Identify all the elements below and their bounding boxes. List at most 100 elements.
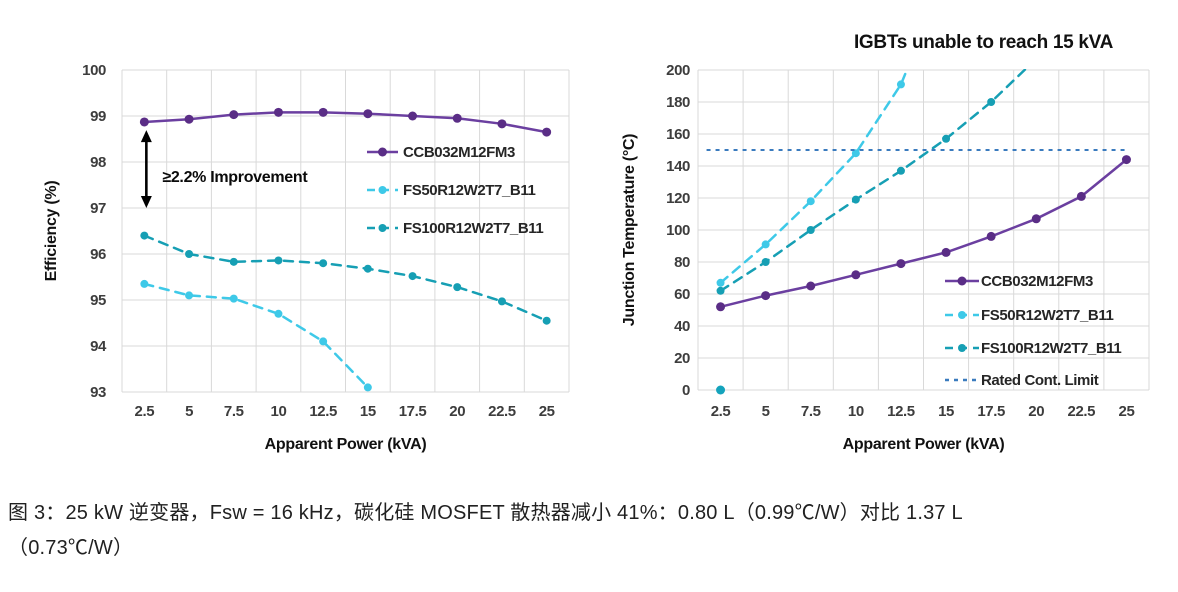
data-point <box>229 110 239 120</box>
junction-temperature-chart: 0 20 40 60 80 100 120 140 160 180 200 2.5 5 7.5 10 12.5… <box>621 32 1150 453</box>
data-point <box>1077 191 1087 201</box>
svg-text:5: 5 <box>762 403 770 420</box>
svg-text:0: 0 <box>683 382 691 399</box>
svg-text:12.5: 12.5 <box>309 403 337 420</box>
legend: CCB032M12FM3 FS50R12W2T7_B11 FS100R12W2T7_… <box>367 144 544 237</box>
svg-text:10: 10 <box>848 403 864 420</box>
legend: CCB032M12FM3 FS50R12W2T7_B11 FS100R12W2T7_… <box>945 273 1122 389</box>
annotation-label: ≥2.2% Improvement <box>162 169 308 186</box>
data-point <box>761 291 771 301</box>
svg-text:96: 96 <box>90 246 106 263</box>
svg-text:20: 20 <box>675 350 691 367</box>
efficiency-chart: 93 94 95 96 97 98 99 100 2.5 5 7.5 10 12.5 15 17.5 20 22… <box>43 62 570 453</box>
svg-text:99: 99 <box>90 108 106 125</box>
data-point <box>140 279 149 288</box>
figure-caption: 图 3：25 kW 逆变器，Fsw = 16 kHz，碳化硅 MOSFET 散热… <box>8 496 1178 566</box>
svg-text:100: 100 <box>667 222 691 239</box>
svg-text:100: 100 <box>82 62 106 79</box>
legend-item: CCB032M12FM3 <box>945 273 1094 290</box>
data-point <box>1032 214 1042 224</box>
legend-label: FS100R12W2T7_B11 <box>981 340 1121 357</box>
data-point <box>897 166 906 175</box>
data-point <box>896 259 906 269</box>
x-axis-label: Apparent Power (kVA) <box>843 436 1005 453</box>
data-point <box>139 117 149 127</box>
data-point <box>942 247 952 257</box>
y-axis-label: Junction Temperature (°C) <box>621 134 638 326</box>
chart-title: IGBTs unable to reach 15 kVA <box>854 32 1114 53</box>
svg-text:20: 20 <box>449 403 465 420</box>
svg-text:80: 80 <box>675 254 691 271</box>
legend-label: FS50R12W2T7_B11 <box>403 182 535 199</box>
svg-text:5: 5 <box>185 403 193 420</box>
grid <box>697 69 1150 391</box>
data-point <box>273 107 283 117</box>
svg-text:17.5: 17.5 <box>399 403 427 420</box>
svg-text:120: 120 <box>667 190 691 207</box>
y-axis-label: Efficiency (%) <box>43 181 60 282</box>
series-group <box>139 107 552 392</box>
data-point <box>140 231 149 240</box>
legend-label: FS100R12W2T7_B11 <box>403 220 543 237</box>
data-point <box>987 231 997 241</box>
legend-item: FS100R12W2T7_B11 <box>945 340 1122 357</box>
data-point <box>542 316 551 325</box>
data-point <box>453 283 462 292</box>
series-line-FS50R12W2T7_B11 <box>719 69 910 285</box>
caption-line: （0.73℃/W） <box>8 537 134 559</box>
x-axis-ticks: 2.5 5 7.5 10 12.5 15 17.5 20 22.5 25 <box>135 403 556 420</box>
data-point <box>497 119 507 129</box>
data-point <box>717 286 726 295</box>
data-point <box>319 259 328 268</box>
data-point <box>185 291 194 300</box>
svg-text:10: 10 <box>271 403 287 420</box>
data-point <box>274 256 283 265</box>
legend-label: CCB032M12FM3 <box>403 144 515 161</box>
series-line-FS100R12W2T7_B11 <box>719 69 1028 293</box>
svg-text:25: 25 <box>1119 403 1135 420</box>
data-point <box>762 258 771 266</box>
legend-item: CCB032M12FM3 <box>367 144 515 161</box>
data-point <box>408 272 417 281</box>
legend-item: FS100R12W2T7_B11 <box>367 220 544 237</box>
data-point <box>542 127 552 137</box>
data-point <box>363 109 373 119</box>
y-axis-ticks: 0 20 40 60 80 100 120 140 160 180 200 <box>667 62 691 399</box>
data-point <box>851 270 861 280</box>
series-line-CCB032M12FM3 <box>143 111 548 134</box>
svg-text:200: 200 <box>667 62 691 79</box>
svg-text:40: 40 <box>675 318 691 335</box>
svg-text:12.5: 12.5 <box>888 403 916 420</box>
series-line-FS100R12W2T7_B11 <box>143 234 548 322</box>
svg-text:160: 160 <box>667 126 691 143</box>
svg-text:95: 95 <box>90 292 106 309</box>
data-point <box>274 309 283 318</box>
svg-text:22.5: 22.5 <box>1068 403 1096 420</box>
svg-text:93: 93 <box>90 384 106 401</box>
data-point <box>408 111 418 121</box>
svg-text:2.5: 2.5 <box>135 403 155 420</box>
svg-text:97: 97 <box>90 200 106 217</box>
svg-text:94: 94 <box>90 338 107 355</box>
svg-text:22.5: 22.5 <box>488 403 516 420</box>
svg-text:98: 98 <box>90 154 106 171</box>
data-point <box>762 240 771 249</box>
svg-text:2.5: 2.5 <box>711 403 731 420</box>
svg-text:20: 20 <box>1029 403 1045 420</box>
data-point <box>807 226 816 234</box>
svg-text:7.5: 7.5 <box>224 403 244 420</box>
figure-3-charts: 93 94 95 96 97 98 99 100 2.5 5 7.5 10 12.5 15 17.5 20 22… <box>43 32 1150 453</box>
caption-line: 图 3：25 kW 逆变器，Fsw = 16 kHz，碳化硅 MOSFET 散热… <box>8 502 963 524</box>
svg-text:17.5: 17.5 <box>978 403 1006 420</box>
legend-item: Rated Cont. Limit <box>945 372 1100 389</box>
legend-item: FS50R12W2T7_B11 <box>945 307 1114 324</box>
data-point <box>897 80 906 89</box>
legend-label: CCB032M12FM3 <box>981 273 1093 290</box>
x-axis-label: Apparent Power (kVA) <box>265 436 427 453</box>
series-line-CCB032M12FM3 <box>719 158 1129 309</box>
svg-text:25: 25 <box>539 403 555 420</box>
svg-text:180: 180 <box>667 94 691 111</box>
legend-label: Rated Cont. Limit <box>981 372 1099 389</box>
x-axis-ticks: 2.5 5 7.5 10 12.5 15 17.5 20 22.5 25 <box>711 403 1135 420</box>
data-point <box>806 281 816 291</box>
